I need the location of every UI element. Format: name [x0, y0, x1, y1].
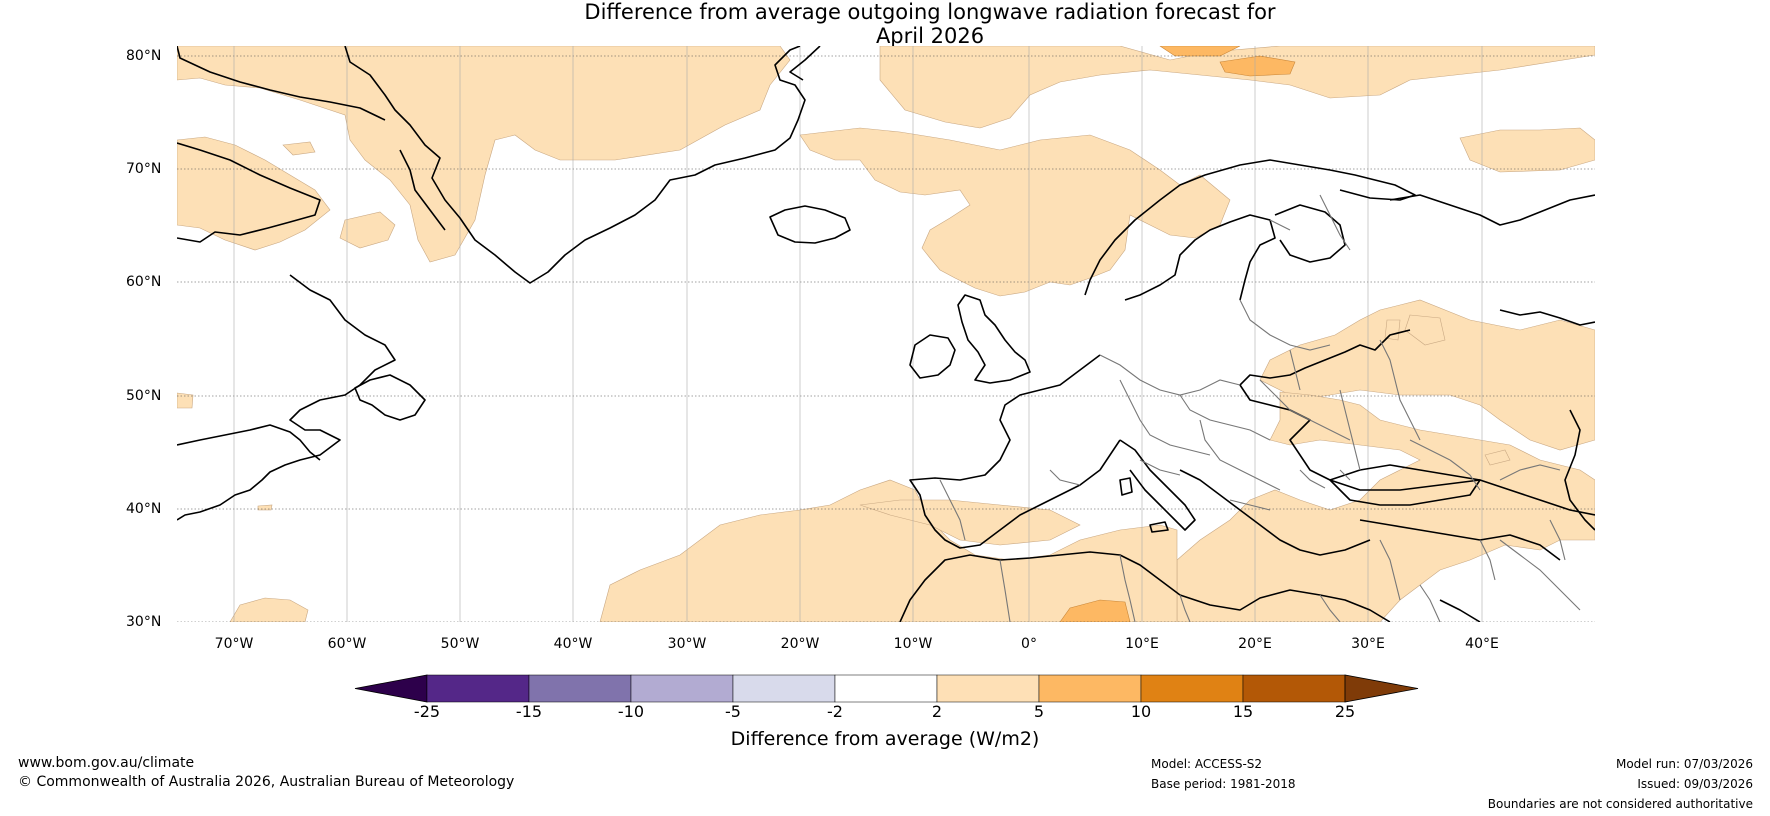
coast-balkans	[1179, 469, 1371, 556]
lat-label-40n: 40°N	[126, 501, 162, 517]
title-line-1: Difference from average outgoing longwav…	[584, 0, 1276, 24]
website-link[interactable]: www.bom.gov.au/climate	[18, 755, 195, 771]
colorbar-tick: 25	[1334, 702, 1356, 721]
title-line-2: April 2026	[875, 24, 985, 48]
colorbar-extend-low	[354, 674, 428, 703]
colorbar-tick: -15	[515, 702, 543, 721]
issued-text: Issued: 09/03/2026	[1637, 777, 1753, 791]
coast-finland	[1274, 204, 1346, 263]
coast-sicily-sardinia	[1119, 477, 1169, 533]
lon-label-30e: 30°E	[1351, 636, 1385, 652]
lon-label-60w: 60°W	[327, 636, 367, 652]
lon-label-40e: 40°E	[1465, 636, 1499, 652]
coast-britain	[957, 294, 1031, 384]
coast-baffin-2	[399, 149, 446, 231]
colorbar-swatch	[630, 674, 734, 703]
anomaly-fill-5-10	[1059, 46, 1296, 622]
coast-labrador	[177, 274, 396, 521]
colorbar-swatch	[528, 674, 632, 703]
coast-black-sea	[1329, 464, 1481, 506]
coast-france-iberia	[909, 354, 1121, 549]
colorbar-title: Difference from average (W/m2)	[730, 728, 1040, 750]
colorbar-swatch	[936, 674, 1040, 703]
lon-label-40w: 40°W	[553, 636, 593, 652]
coast-newfoundland	[354, 374, 426, 421]
lon-label-0: 0°	[1021, 636, 1037, 652]
colorbar-swatch	[426, 674, 530, 703]
lon-label-20w: 20°W	[780, 636, 820, 652]
coast-baffin	[177, 142, 321, 243]
colorbar-swatch	[834, 674, 938, 703]
colorbar-extend-high	[1344, 674, 1419, 703]
disclaimer-text: Boundaries are not considered authoritat…	[1487, 797, 1753, 811]
coast-caspian	[1564, 409, 1595, 531]
colorbar-tick: -10	[617, 702, 645, 721]
lon-label-20e: 20°E	[1238, 636, 1272, 652]
coast-ireland	[909, 334, 956, 379]
coast-kola	[1389, 194, 1595, 226]
colorbar-swatch	[1038, 674, 1142, 703]
colorbar-tick: 2	[931, 702, 943, 721]
lat-label-50n: 50°N	[126, 388, 162, 404]
colorbar-swatch	[1242, 674, 1346, 703]
lat-label-70n: 70°N	[126, 161, 162, 177]
lat-label-30n: 30°N	[126, 614, 162, 630]
colorbar-tick: 5	[1033, 702, 1045, 721]
lon-label-50w: 50°W	[440, 636, 480, 652]
colorbar-tick: -5	[725, 702, 741, 721]
coast-arctic-russia	[1499, 309, 1595, 326]
coast-turkey	[1359, 519, 1561, 561]
copyright-text: © Commonwealth of Australia 2026, Austra…	[18, 774, 515, 790]
lon-label-10w: 10°W	[893, 636, 933, 652]
lon-label-30w: 30°W	[667, 636, 707, 652]
country-borders	[939, 194, 1581, 622]
coast-iceland	[769, 205, 851, 244]
colorbar-tick: -2	[827, 702, 843, 721]
colorbar	[354, 674, 1419, 703]
colorbar-swatch	[1140, 674, 1244, 703]
coastlines	[177, 46, 1595, 622]
lon-label-10e: 10°E	[1125, 636, 1159, 652]
colorbar-tick: 15	[1232, 702, 1254, 721]
coast-ellesmere	[177, 46, 386, 121]
coast-gulf-stlawrence	[177, 424, 321, 461]
coast-sweden	[1124, 214, 1276, 301]
colorbar-tick: -25	[413, 702, 441, 721]
lat-label-60n: 60°N	[126, 274, 162, 290]
coast-italy	[1119, 439, 1196, 531]
model-text: Model: ACCESS-S2	[1151, 757, 1263, 771]
coast-greenland-north	[789, 46, 821, 81]
lon-label-70w: 70°W	[214, 636, 254, 652]
base-period-text: Base period: 1981-2018	[1151, 777, 1296, 791]
graticule	[177, 46, 1595, 622]
colorbar-tick: 10	[1130, 702, 1152, 721]
coast-red-sea	[1439, 599, 1481, 622]
colorbar-swatch	[732, 674, 836, 703]
coast-north-africa	[899, 551, 1391, 622]
anomaly-fill-2-5	[177, 46, 1595, 622]
chart-title: Difference from average outgoing longwav…	[0, 0, 1770, 48]
coast-greenland	[344, 46, 806, 284]
model-run-text: Model run: 07/03/2026	[1615, 757, 1753, 771]
lat-label-80n: 80°N	[126, 48, 162, 64]
